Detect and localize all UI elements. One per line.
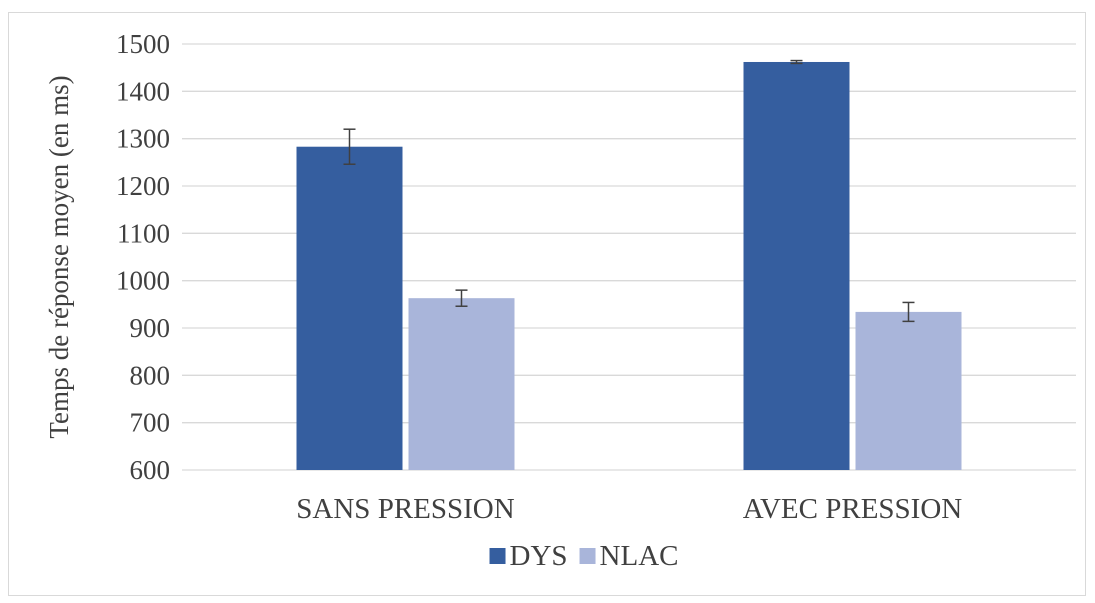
x-category-label: SANS PRESSION: [296, 493, 514, 525]
category-labels: SANS PRESSION AVEC PRESSION: [296, 493, 962, 525]
legend-label: NLAC: [600, 540, 679, 572]
legend-swatch: [579, 548, 596, 564]
bar-nlac-1: [855, 311, 962, 470]
legend: DYS NLAC: [489, 540, 679, 572]
legend-label: DYS: [510, 540, 568, 572]
bars: [296, 61, 962, 471]
bar-dys-0: [296, 146, 403, 471]
y-tick-label: 1100: [117, 218, 170, 248]
error-bar-dys-1: [790, 59, 803, 65]
legend-item-nlac: NLAC: [579, 540, 679, 572]
x-category-label: AVEC PRESSION: [743, 493, 962, 525]
error-bar-nlac-1: [902, 301, 915, 323]
y-tick-label: 1400: [116, 76, 170, 106]
y-tick-label: 600: [130, 455, 171, 485]
y-tick-labels: 600 700 800 900 1000 1100 1200 1300 1400 1500: [116, 29, 170, 485]
y-tick-label: 1000: [116, 266, 170, 296]
bar-nlac-0: [408, 298, 515, 470]
legend-swatch: [489, 548, 506, 564]
error-bars: [343, 59, 915, 323]
bar-dys-1: [743, 61, 850, 471]
y-tick-label: 800: [130, 360, 171, 390]
y-axis-title: Temps de réponse moyen (en ms): [44, 75, 74, 438]
y-tick-label: 1500: [116, 29, 170, 59]
error-bar-dys-0: [343, 128, 356, 165]
y-tick-label: 700: [130, 408, 171, 438]
y-tick-label: 900: [130, 313, 171, 343]
error-bar-nlac-0: [455, 289, 468, 307]
legend-item-dys: DYS: [489, 540, 568, 572]
chart-frame: [8, 12, 1086, 596]
y-tick-label: 1300: [116, 124, 170, 154]
y-tick-label: 1200: [116, 171, 170, 201]
